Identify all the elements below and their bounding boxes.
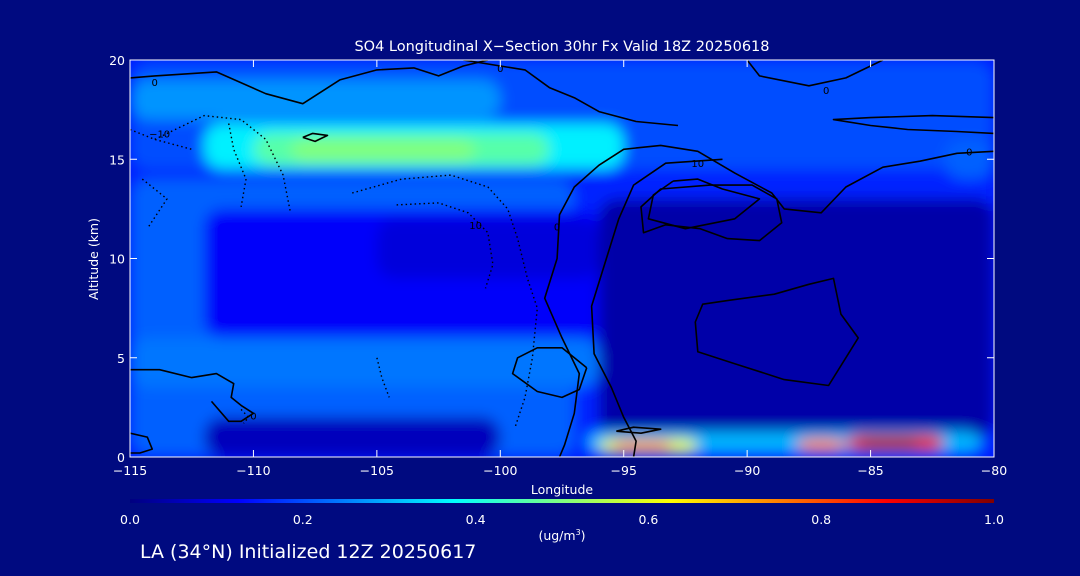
contour-label: 0 bbox=[554, 223, 560, 234]
plot-area: 0 0 0 0 −10 10 10 0 0 bbox=[129, 59, 995, 458]
y-tick-label: 0 bbox=[117, 450, 125, 465]
contour-label: −10 bbox=[149, 129, 170, 140]
colorbar-ticks: 0.0 0.2 0.4 0.6 0.8 1.0 bbox=[120, 512, 1004, 527]
x-tick-label: −85 bbox=[857, 463, 883, 478]
contour-line bbox=[647, 178, 761, 230]
contour-line bbox=[130, 60, 489, 105]
field-region bbox=[204, 417, 501, 457]
x-tick-label: −110 bbox=[236, 463, 270, 478]
x-tick-label: −105 bbox=[360, 463, 394, 478]
contour-line bbox=[141, 178, 168, 230]
colorbar-tick-label: 0.8 bbox=[811, 512, 831, 527]
colorbar-tick-label: 0.0 bbox=[120, 512, 140, 527]
contour-labels: 0 0 0 0 −10 10 10 0 0 bbox=[149, 64, 972, 422]
field-region bbox=[290, 139, 476, 162]
colorbar-tick-label: 0.2 bbox=[293, 512, 313, 527]
contour-label: 0 bbox=[250, 411, 256, 422]
colorbar-tick-label: 1.0 bbox=[984, 512, 1004, 527]
contour-line bbox=[463, 60, 679, 127]
contour-line bbox=[130, 432, 153, 454]
colorbar-tick-label: 0.6 bbox=[638, 512, 658, 527]
y-tick-label: 5 bbox=[117, 351, 125, 366]
field-region bbox=[130, 79, 501, 120]
y-axis: 0 5 10 15 20 bbox=[109, 53, 994, 465]
contour-label: 0 bbox=[497, 64, 503, 75]
contour-line bbox=[694, 277, 859, 387]
contour-line bbox=[590, 158, 723, 457]
colorbar-tick-label: 0.4 bbox=[466, 512, 486, 527]
field-region bbox=[611, 442, 674, 451]
x-axis-label: Longitude bbox=[531, 482, 593, 497]
contour-line bbox=[640, 184, 783, 242]
field-region bbox=[130, 337, 600, 388]
contour-line bbox=[130, 368, 255, 423]
x-tick-label: −115 bbox=[113, 463, 147, 478]
contour-line bbox=[746, 60, 884, 87]
y-axis-label: Altitude (km) bbox=[86, 218, 101, 300]
contour-line bbox=[154, 114, 292, 213]
contour-lines bbox=[130, 60, 994, 457]
field-region bbox=[796, 439, 846, 452]
y-tick-label: 15 bbox=[109, 152, 125, 167]
contour-line bbox=[228, 123, 247, 208]
x-tick-label: −90 bbox=[734, 463, 760, 478]
field-region bbox=[858, 438, 920, 450]
x-tick-label: −95 bbox=[611, 463, 637, 478]
contour-label: 10 bbox=[469, 221, 482, 232]
x-axis: −115 −110 −105 −100 −95 −90 −85 −80 bbox=[113, 60, 1007, 478]
contour-line bbox=[616, 426, 662, 434]
field-region bbox=[599, 198, 994, 438]
contour-label: 10 bbox=[691, 159, 704, 170]
x-tick-label: −80 bbox=[981, 463, 1007, 478]
contour-label: 0 bbox=[151, 78, 157, 89]
colorbar-gradient bbox=[130, 499, 994, 503]
contour-label: 0 bbox=[966, 147, 972, 158]
colorbar-unit: (ug/m3) bbox=[538, 528, 585, 543]
contour-line bbox=[511, 347, 588, 399]
x-tick-label: −100 bbox=[483, 463, 517, 478]
chart-title: SO4 Longitudinal X−Section 30hr Fx Valid… bbox=[354, 39, 769, 55]
concentration-field bbox=[130, 60, 994, 457]
contour-line bbox=[832, 114, 994, 135]
y-tick-label: 10 bbox=[109, 252, 125, 267]
footer-caption: LA (34°N) Initialized 12Z 20250617 bbox=[140, 541, 477, 563]
contour-label: 0 bbox=[823, 86, 829, 97]
field-region bbox=[376, 218, 600, 279]
field-region bbox=[944, 139, 994, 180]
y-tick-label: 20 bbox=[109, 53, 125, 68]
colorbar: 0.0 0.2 0.4 0.6 0.8 1.0 (ug/m3) bbox=[120, 499, 1004, 543]
contour-line bbox=[302, 132, 329, 143]
